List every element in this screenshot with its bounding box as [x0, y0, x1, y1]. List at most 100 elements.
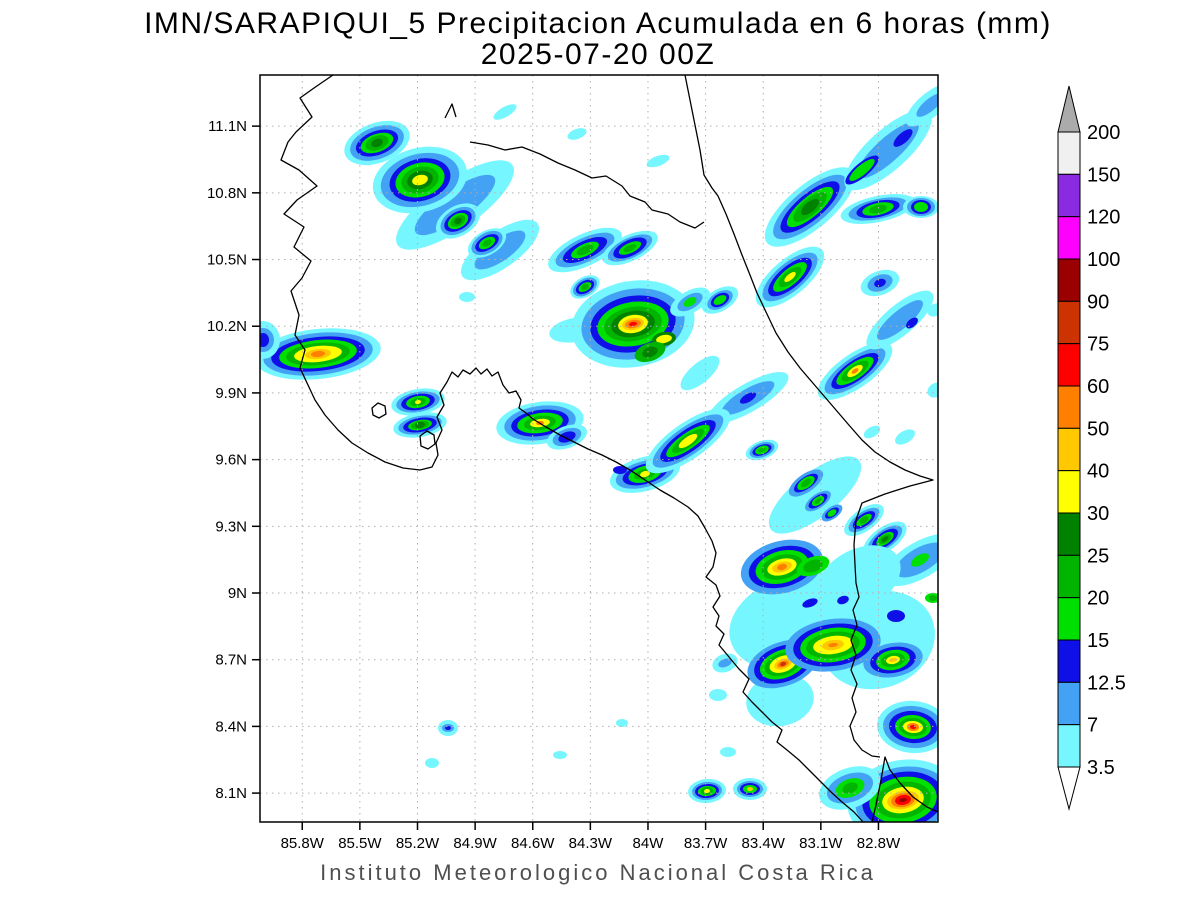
- precip-cell: [906, 317, 918, 329]
- precip-cell: [553, 751, 567, 759]
- chart-subtitle: 2025-07-20 00Z: [481, 38, 716, 71]
- precip-contour: [474, 230, 526, 270]
- colorbar-segment: [1057, 512, 1081, 556]
- precip-contour: [311, 350, 325, 358]
- precip-contour: [454, 217, 462, 225]
- precip-cell: [785, 618, 881, 672]
- precip-contour: [758, 447, 766, 453]
- y-tick-label: 9N: [228, 585, 247, 602]
- y-tick-label: 9.3N: [215, 518, 247, 535]
- precip-cell: [860, 269, 900, 297]
- precip-cell: [927, 303, 938, 317]
- precip-contour: [916, 93, 938, 117]
- precip-contour: [459, 292, 475, 302]
- precip-contour: [842, 782, 858, 794]
- precip-contour: [869, 204, 887, 214]
- colorbar-label: 100: [1087, 249, 1120, 271]
- y-tick-label: 9.9N: [215, 385, 247, 402]
- footer-credit: Instituto Meteorologico Nacional Costa R…: [320, 860, 876, 885]
- colorbar-over-arrow: [1057, 85, 1081, 133]
- precip-contour: [260, 333, 269, 347]
- precip-cell: [863, 642, 923, 678]
- x-tick-label: 85.8W: [281, 835, 325, 852]
- precip-contour: [720, 747, 736, 757]
- precip-contour: [800, 478, 812, 488]
- y-tick-label: 10.8N: [207, 185, 247, 202]
- colorbar-segment: [1057, 300, 1081, 345]
- colorbar-segment: [1057, 639, 1081, 683]
- precip-cell: [616, 719, 628, 727]
- coastline-layer: [280, 75, 938, 822]
- precip-cell: [821, 504, 843, 522]
- precip-contour: [863, 425, 881, 439]
- precip-contour: [613, 466, 627, 474]
- precip-contour: [371, 138, 383, 148]
- precip-contour: [747, 787, 753, 791]
- precip-contour: [713, 295, 727, 305]
- colorbar-label: 40: [1087, 461, 1109, 483]
- x-tick-label: 85.5W: [338, 835, 382, 852]
- precip-cell: [344, 120, 410, 166]
- precip-cell: [634, 341, 666, 363]
- colorbar-label: 150: [1087, 164, 1120, 186]
- precip-contour: [899, 797, 907, 803]
- precip-cell: [701, 286, 739, 314]
- precip-cell: [680, 355, 720, 391]
- precip-cell: [459, 292, 475, 302]
- precip-cell: [570, 275, 600, 299]
- colorbar-segment: [1057, 131, 1081, 175]
- precip-cell: [493, 104, 517, 120]
- precip-contour: [640, 470, 650, 478]
- precip-contour: [623, 243, 637, 253]
- precip-cell: [720, 747, 736, 757]
- precipitation-shading-layer: [260, 83, 938, 822]
- precip-contour: [877, 300, 923, 340]
- precip-cell: [260, 328, 381, 380]
- colorbar-segment: [1057, 470, 1081, 514]
- precip-cell: [438, 720, 458, 736]
- x-tick-label: 83.7W: [684, 835, 728, 852]
- precip-contour: [837, 595, 849, 605]
- colorbar-label: 7: [1087, 715, 1098, 737]
- y-tick-label: 8.7N: [215, 652, 247, 669]
- y-tick-label: 11.1N: [208, 118, 247, 135]
- precip-contour: [780, 661, 786, 667]
- precip-cell: [372, 146, 468, 214]
- colorbar-segment: [1057, 216, 1081, 260]
- precip-contour: [678, 433, 698, 449]
- colorbar-label: 200: [1087, 122, 1120, 144]
- precip-contour: [881, 536, 889, 542]
- precip-cell: [391, 388, 445, 416]
- precip-cell: [817, 342, 893, 400]
- coastline-path: [469, 141, 705, 229]
- precip-contour: [874, 278, 886, 288]
- precip-contour: [616, 719, 628, 727]
- x-tick-label: 84W: [633, 835, 665, 852]
- precip-cell: [802, 598, 818, 608]
- precip-cell: [927, 382, 938, 398]
- colorbar-label: 15: [1087, 630, 1109, 652]
- precip-contour: [576, 244, 594, 256]
- coastline-path: [371, 402, 387, 419]
- precip-contour: [849, 159, 875, 181]
- precip-contour: [828, 642, 838, 648]
- precip-contour: [493, 104, 517, 120]
- precip-contour: [815, 545, 901, 615]
- precip-contour: [445, 726, 451, 730]
- coastline-path: [444, 103, 457, 119]
- precip-contour: [784, 271, 796, 283]
- coastline-path: [871, 756, 938, 822]
- precip-contour: [800, 198, 820, 216]
- precip-cell: [895, 429, 915, 445]
- y-tick-label: 9.6N: [215, 452, 247, 469]
- precip-cell: [755, 246, 825, 308]
- colorbar-segment: [1057, 343, 1081, 387]
- precip-cell: [260, 321, 280, 359]
- precip-cell: [707, 372, 789, 424]
- coastline-path: [419, 430, 436, 450]
- y-tick-label: 10.5N: [207, 252, 247, 269]
- precip-contour: [827, 509, 837, 517]
- colorbar-label: 25: [1087, 545, 1109, 567]
